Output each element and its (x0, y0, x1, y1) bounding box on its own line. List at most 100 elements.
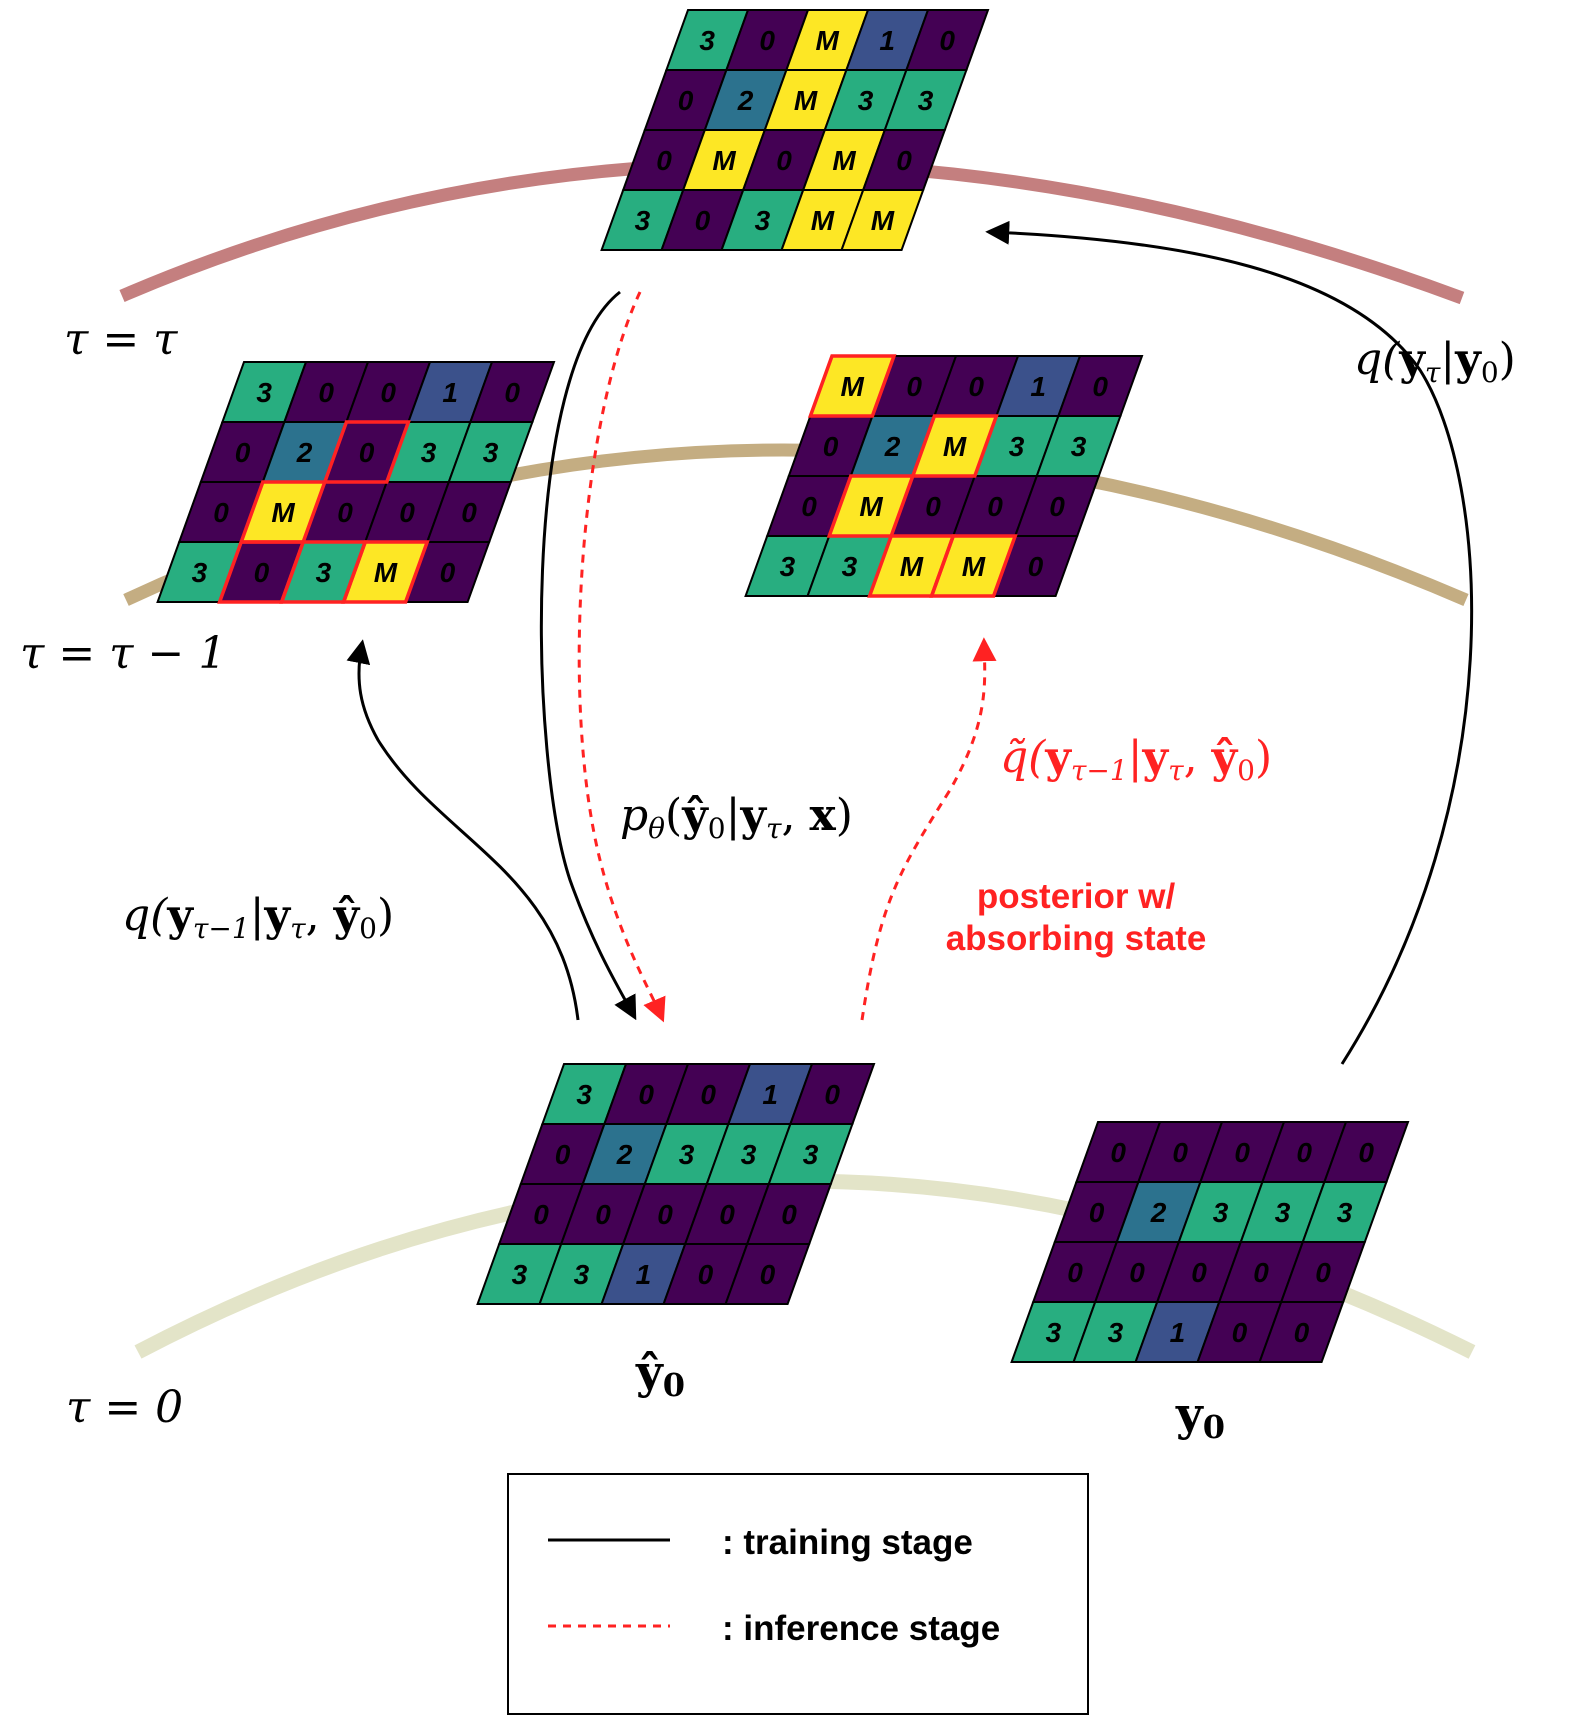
grid-cell-value: M (962, 551, 986, 582)
grid-cell-value: 0 (1129, 1257, 1145, 1288)
grid-cell-value: M (841, 371, 865, 402)
grid-cell-value: M (816, 25, 840, 56)
grid-cell-value: 0 (678, 85, 694, 116)
formula-p-theta: pθ(ŷ0|yτ, x) (620, 790, 853, 845)
grid-cell-value: 0 (656, 145, 672, 176)
level-label-tau-zero: τ = 0 (66, 1382, 183, 1433)
grid-cell-value: 0 (1296, 1137, 1312, 1168)
grid-cell-value: 0 (1315, 1257, 1331, 1288)
grid-cell-value: 3 (192, 557, 208, 588)
grid-y-tau: 3 0 M 1 00 2 M 3 30 M 0 M 03 0 3 M M (600, 9, 990, 251)
grid-y-hat-0: 3 0 0 1 00 2 3 3 30 0 0 0 03 3 1 0 0 (476, 1063, 876, 1305)
grid-cell-value: 0 (760, 1259, 776, 1290)
grid-cell-value: 0 (824, 1079, 840, 1110)
grid-cell-value: 3 (918, 85, 934, 116)
grid-cell-value: 3 (803, 1139, 819, 1170)
grid-cell-value: 0 (533, 1199, 549, 1230)
annotation-absorbing-line1: posterior w/ (977, 877, 1176, 916)
grid-cell-value: 3 (1009, 431, 1025, 462)
grid-cell (840, 189, 925, 251)
formula-train-posterior: q(yτ−1|yτ, ŷ0) (122, 890, 394, 945)
grid-cell-value: 0 (399, 497, 415, 528)
arrow-infer-posterior (860, 637, 997, 1021)
grid-cell-value: 0 (555, 1139, 571, 1170)
grid-cell-value: 3 (421, 437, 437, 468)
grid-cell-value: 3 (256, 377, 272, 408)
grid-cell-value: 0 (440, 557, 456, 588)
grid-cell-value: 0 (719, 1199, 735, 1230)
grid-cell-value: 1 (442, 377, 458, 408)
grid-cell-value: 1 (762, 1079, 778, 1110)
grid-cell-value: M (832, 145, 856, 176)
grid-cell-value: 0 (254, 557, 270, 588)
grid-cell-value: 0 (504, 377, 520, 408)
grid-cell-value: 0 (318, 377, 334, 408)
grid-cell-value: 3 (1071, 431, 1087, 462)
grid-cell-value: 3 (780, 551, 796, 582)
grid-cell-value: 3 (858, 85, 874, 116)
legend-inference-label: : inference stage (722, 1609, 1000, 1648)
grid-cell-highlight (322, 420, 411, 484)
grid-cell-highlight (910, 414, 999, 478)
grid-cell-value: 0 (939, 25, 955, 56)
grid-cell-highlight (341, 540, 430, 604)
formula-infer-posterior: q̃(yτ−1|yτ, ŷ0) (1000, 732, 1272, 787)
grid-cell-value: 1 (636, 1259, 652, 1290)
grid-cell-value: 3 (679, 1139, 695, 1170)
grid-cell-value: 0 (1191, 1257, 1207, 1288)
grid-cell-value: 3 (512, 1259, 528, 1290)
grid-cell (724, 1243, 811, 1305)
grid-cell-value: 3 (755, 205, 771, 236)
grid-y-0: 0 0 0 0 00 2 3 3 30 0 0 0 03 3 1 0 0 (1010, 1121, 1410, 1363)
grid-cell-highlight (807, 354, 897, 418)
grid-cell-value: M (794, 85, 818, 116)
grid-cell-value: M (859, 491, 883, 522)
grid-cell-value: 2 (884, 431, 901, 462)
grid-cell-value: 0 (1092, 371, 1108, 402)
grid-cell-value: 0 (461, 497, 477, 528)
grid-cell-value: 0 (801, 491, 817, 522)
grid-cell-value: 0 (987, 491, 1003, 522)
grid-cell-value: 3 (316, 557, 332, 588)
grid-cell-value: 0 (213, 497, 229, 528)
grid-cell-value: M (871, 205, 895, 236)
grid-cell-value: M (900, 551, 924, 582)
grid-cell (1258, 1301, 1345, 1363)
grid-cell-value: 0 (776, 145, 792, 176)
legend-box (507, 1473, 1089, 1715)
grid-cell-highlight (929, 534, 1018, 598)
grid-cell-value: 0 (1358, 1137, 1374, 1168)
grid-cell-value: 0 (823, 431, 839, 462)
grid-cell-value: 0 (695, 205, 711, 236)
grid-cell-value: 0 (638, 1079, 654, 1110)
legend: : training stage : inference stage (507, 1473, 1089, 1715)
arrow-train-posterior (346, 639, 580, 1021)
grid-cell-value: 0 (1089, 1197, 1105, 1228)
grid-cell-value: 0 (759, 25, 775, 56)
grid-cell-value: 0 (380, 377, 396, 408)
grid-cell-value: 2 (737, 85, 754, 116)
grid-cell-value: 3 (741, 1139, 757, 1170)
grid-cell-value: 0 (700, 1079, 716, 1110)
grid-cell-value: M (712, 145, 736, 176)
grid-cell-value: 0 (968, 371, 984, 402)
grid-y-tau-minus-1-infer: M 0 0 1 00 2 M 3 30 M 0 0 03 3 M M 0 (744, 354, 1144, 598)
grid-cell-value: 0 (896, 145, 912, 176)
level-label-tau: τ = τ (64, 314, 178, 365)
grid-cell-value: 0 (595, 1199, 611, 1230)
grid-cell-value: 0 (235, 437, 251, 468)
grid-cell-value: 0 (1232, 1317, 1248, 1348)
grid-cell-value: 0 (657, 1199, 673, 1230)
grid-cell-value: M (374, 557, 398, 588)
grid-cell-value: 0 (1028, 551, 1044, 582)
grid-cell-value: 0 (1067, 1257, 1083, 1288)
grid-cell-value: M (271, 497, 295, 528)
grid-cell-value: 3 (1275, 1197, 1291, 1228)
legend-training-label: : training stage (722, 1523, 973, 1562)
grid-cell-value: 1 (879, 25, 895, 56)
grid-cell-value: 0 (781, 1199, 797, 1230)
grid-cell-value: 2 (616, 1139, 633, 1170)
grid-cell-value: 0 (337, 497, 353, 528)
arrow-model-p-theta (539, 290, 637, 1021)
formula-q-y-tau-given-y0: q(yτ|y0) (1354, 334, 1516, 389)
